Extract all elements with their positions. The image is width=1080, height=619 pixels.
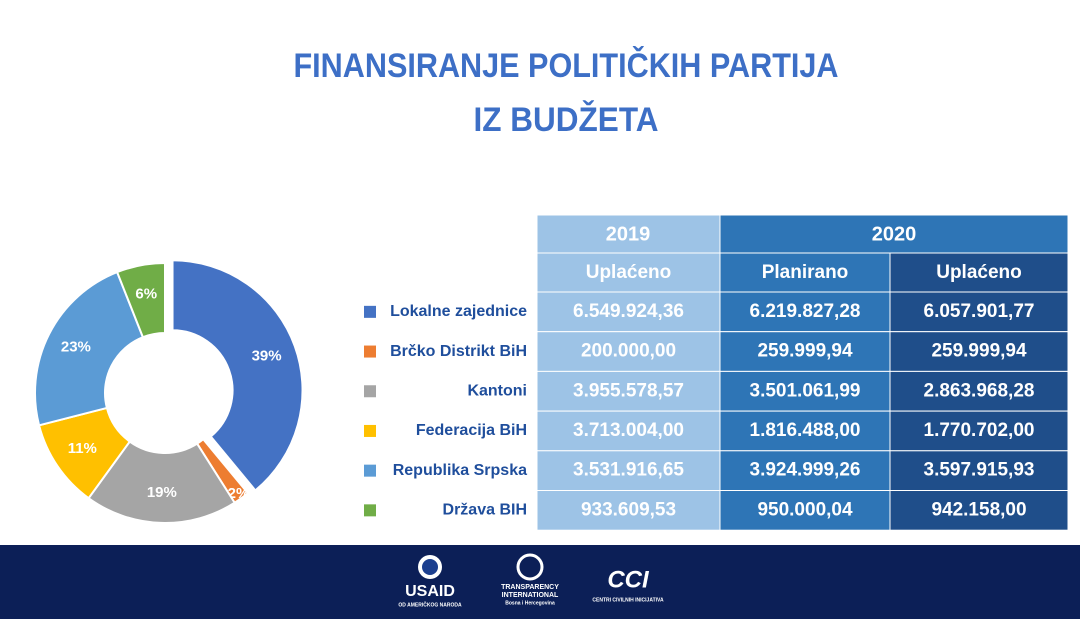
ti-logo-text: TRANSPARENCY (501, 584, 559, 591)
ti-logo-text: INTERNATIONAL (502, 592, 559, 599)
header-cell (889, 252, 1069, 293)
header-label: Planirano (762, 262, 849, 283)
cell-value: 3.955.578,57 (573, 380, 684, 401)
table-cell (719, 291, 891, 333)
slice-label: 11% (68, 440, 97, 457)
table-cell (889, 370, 1069, 412)
cell-value: 6.219.827,28 (750, 301, 861, 322)
legend-label: Država BIH (443, 502, 527, 519)
slice-label: 6% (135, 286, 157, 303)
legend-swatch (364, 345, 376, 358)
table-cell (536, 490, 721, 531)
cell-value: 942.158,00 (931, 499, 1026, 520)
ti-logo-subtext: Bosna i Hercegovina (505, 600, 555, 606)
cell-value: 2.863.968,28 (924, 380, 1035, 401)
table-cell (889, 410, 1069, 452)
header-label: Uplaćeno (936, 262, 1022, 283)
legend-swatch (364, 424, 376, 437)
cell-value: 3.597.915,93 (924, 460, 1035, 481)
cell-value: 259.999,94 (931, 341, 1027, 362)
title-line: IZ BUDŽETA (474, 101, 659, 139)
header-year: 2020 (872, 223, 917, 245)
usaid-seal-inner (422, 559, 438, 575)
cell-value: 1.770.702,00 (924, 420, 1035, 441)
legend-label: Brčko Distrikt BiH (390, 343, 527, 360)
usaid-tagline: OD AMERIČKOG NARODA (398, 601, 462, 608)
legend-label: Kantoni (467, 382, 527, 399)
slice (34, 270, 145, 427)
slice-label: 39% (252, 347, 282, 364)
cell-value: 6.057.901,77 (924, 301, 1035, 322)
data-table: 2019 2020 Uplaćeno Planirano Uplaćeno Lokalne… (364, 214, 1069, 531)
table-cell (536, 410, 721, 452)
legend-swatch (364, 464, 376, 477)
header-year: 2019 (606, 223, 651, 245)
table-cell (719, 410, 891, 452)
table-cell (536, 450, 721, 491)
title-line: FINANSIRANJE POLITIČKIH PARTIJA (294, 46, 839, 85)
cell-value: 200.000,00 (581, 341, 676, 362)
legend-swatch (364, 305, 376, 318)
cell-value: 3.713.004,00 (573, 420, 684, 441)
cell-value: 3.924.999,26 (750, 460, 861, 481)
legend-label: Republika Srpska (393, 462, 527, 479)
legend-label: Federacija BiH (416, 422, 527, 439)
cell-value: 933.609,53 (581, 499, 676, 520)
table-cell (889, 450, 1069, 491)
ti-logo-mark (516, 553, 544, 581)
table-cell (889, 331, 1069, 372)
header-cell (719, 252, 891, 293)
cell-value: 6.549.924,36 (573, 301, 684, 322)
table-cell (536, 291, 721, 333)
cci-tagline: CENTRI CIVILNIH INICIJATIVA (592, 597, 664, 603)
slice-label: 19% (147, 484, 177, 501)
slice-label: 2% (228, 485, 250, 502)
table-cell (889, 490, 1069, 531)
header-label: Uplaćeno (586, 262, 672, 283)
legend-label: Lokalne zajednice (390, 303, 527, 320)
cell-value: 3.501.061,99 (750, 380, 861, 401)
cell-value: 259.999,94 (757, 341, 853, 362)
usaid-logo-text: USAID (405, 583, 455, 600)
cell-value: 950.000,04 (757, 499, 853, 520)
donut-chart: 39% 2% 19% 11% 23% 6% (34, 259, 304, 524)
table-cell (719, 370, 891, 412)
cell-value: 1.816.488,00 (750, 420, 861, 441)
slice (115, 261, 166, 339)
cci-logo-text: CCI (607, 566, 650, 593)
slice (87, 440, 237, 524)
table-cell (889, 291, 1069, 333)
slice (171, 259, 304, 492)
slice-label: 23% (61, 339, 91, 356)
header-cell (719, 214, 1069, 254)
footer-band (0, 545, 1080, 619)
legend-swatch (364, 504, 376, 517)
legend-swatch (364, 385, 376, 398)
cell-value: 3.531.916,65 (573, 460, 684, 481)
